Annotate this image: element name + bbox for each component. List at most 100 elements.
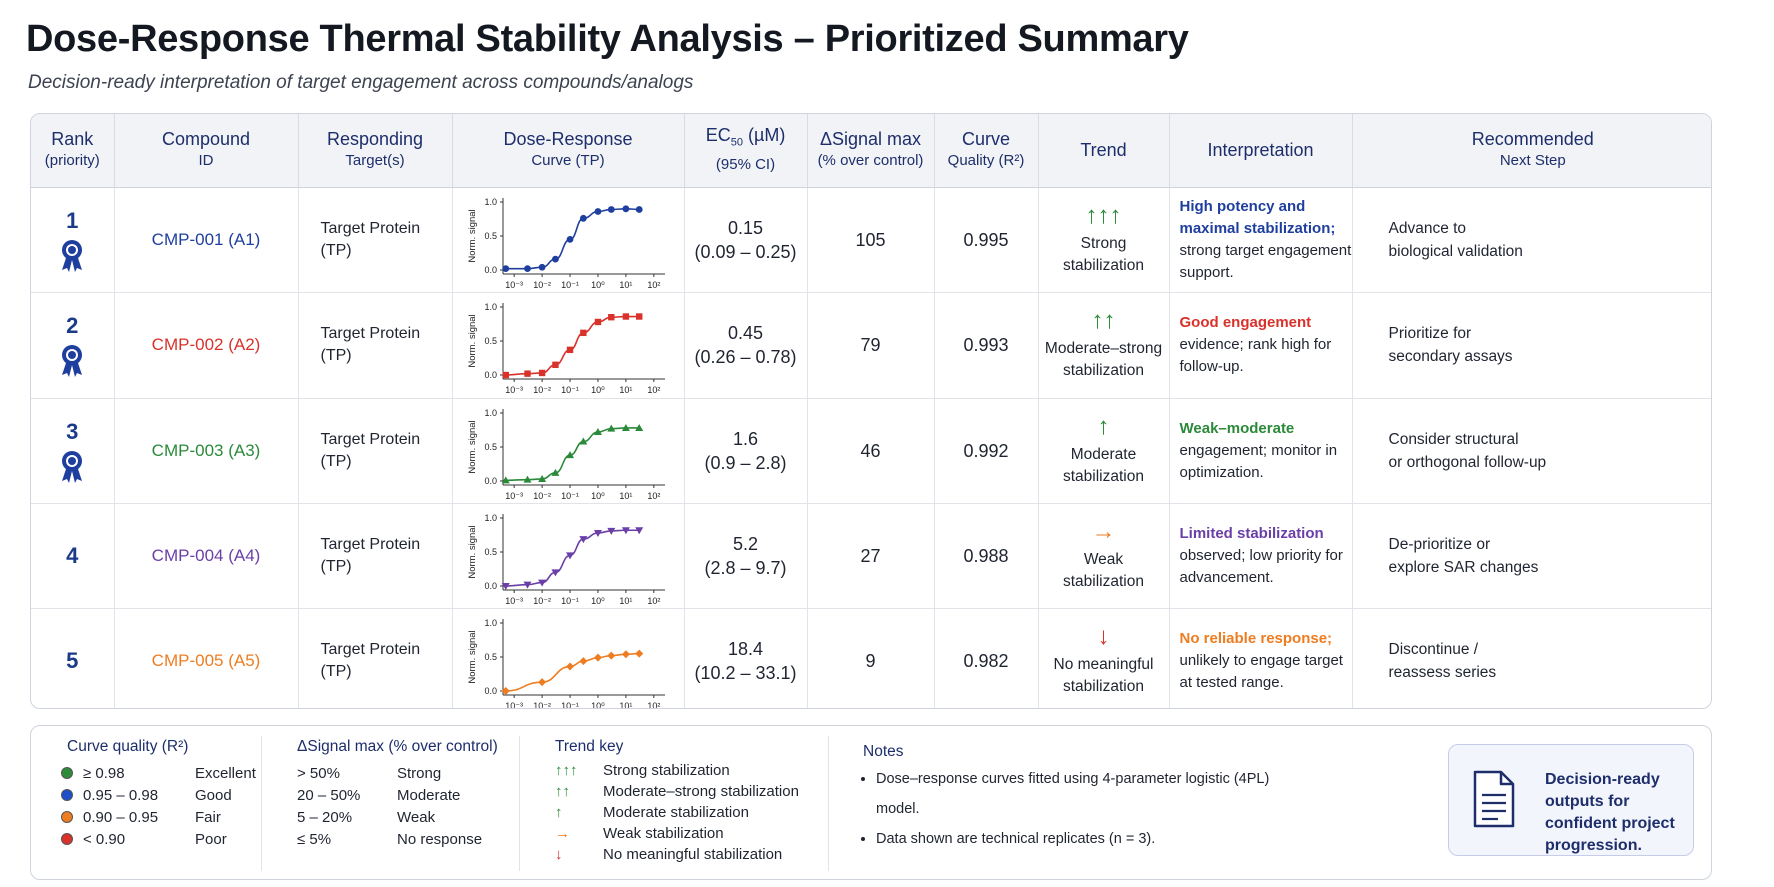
award-ribbon-icon [62, 450, 83, 483]
note-item: Dose–response curves fitted using 4-para… [876, 764, 1316, 824]
x-tick-label: 10² [647, 491, 660, 501]
data-point [537, 474, 546, 482]
next-step-cell: Discontinue / reassess series [1352, 608, 1711, 708]
data-point [635, 313, 642, 320]
rank-number: 3 [66, 418, 79, 444]
x-tick-label: 10⁻¹ [561, 491, 579, 501]
data-point [593, 529, 602, 537]
x-tick-label: 10⁰ [591, 491, 605, 501]
x-tick-label: 10⁻¹ [561, 385, 579, 395]
fit-curve [505, 315, 639, 376]
ec50-cell: 0.45 (0.26 – 0.78) [684, 292, 808, 399]
data-point [501, 475, 510, 483]
dose-response-curve: 0.0 0.5 1.0 Norm. signal 10⁻³ 10⁻² 10⁻¹ 10⁰ 10¹ 1… [452, 608, 685, 710]
page-title: Dose-Response Thermal Stability Analysis… [26, 18, 1189, 60]
data-point [606, 424, 615, 432]
x-tick-label: 10⁻² [533, 596, 551, 606]
y-axis-label: Norm. signal [467, 630, 478, 683]
data-point [621, 423, 630, 431]
quality-dot-icon [61, 833, 73, 845]
data-point [621, 526, 630, 534]
table-header-row: Rank (priority) Compound ID Responding Targ… [31, 114, 1711, 188]
notes-title: Notes [863, 743, 904, 760]
rank-cell: 1 [31, 187, 115, 293]
dose-response-chart: 0.0 0.5 1.0 Norm. signal 10⁻³ 10⁻² 10⁻¹ 10⁰ 10¹ 1… [467, 618, 665, 710]
r2-value: 0.988 [934, 503, 1039, 609]
data-point [622, 313, 629, 320]
data-point [606, 527, 615, 535]
data-point [522, 475, 531, 483]
interpretation-cell: Weak–moderate engagement; monitor in opt… [1169, 398, 1353, 504]
legend-signal-title: ΔSignal max (% over control) [297, 738, 498, 755]
data-point [606, 651, 615, 660]
x-tick-label: 10¹ [619, 701, 632, 710]
trend-arrow-icon: ↑↑↑ [555, 762, 578, 779]
ec50-ci: (10.2 – 33.1) [694, 662, 797, 683]
data-point [537, 677, 546, 686]
x-tick-label: 10² [647, 701, 660, 710]
ec50-value: 1.6 [732, 428, 759, 449]
data-point [565, 662, 574, 671]
award-ribbon-icon [62, 345, 83, 377]
fit-curve [505, 207, 639, 269]
signal-max-value: 46 [807, 398, 935, 504]
target-cell: Target Protein (TP) [298, 608, 453, 708]
data-point [551, 361, 559, 368]
data-point [593, 653, 602, 662]
x-tick-label: 10⁻¹ [561, 596, 579, 606]
rank-cell: 5 [31, 608, 115, 708]
quality-legend-item: 0.90 – 0.95 Fair [61, 809, 261, 826]
quality-dot-icon [61, 811, 73, 823]
fit-curve [505, 652, 639, 692]
table-row: 3 CMP-003 (A3) Target Protein (TP) 0.0 0.5 1.0… [31, 398, 1711, 504]
quality-dot-icon [61, 789, 73, 801]
ec50-ci: (0.26 – 0.78) [694, 347, 797, 367]
x-tick-label: 10¹ [619, 491, 632, 501]
data-point [522, 581, 531, 589]
dose-response-curve: 0.0 0.5 1.0 Norm. signal 10⁻³ 10⁻² 10⁻¹ 10⁰ 10¹ 1… [452, 398, 685, 504]
target-cell: Target Protein (TP) [298, 398, 453, 504]
award-ribbon-icon [62, 239, 83, 272]
x-tick-label: 10² [647, 596, 660, 606]
r2-value: 0.992 [934, 398, 1039, 504]
data-point [566, 235, 573, 243]
data-point [634, 423, 643, 431]
r2-value: 0.995 [934, 187, 1039, 293]
y-tick-label: 0.0 [484, 686, 497, 696]
y-tick-label: 1.0 [484, 618, 497, 628]
x-tick-label: 10⁰ [591, 701, 605, 710]
interpretation-cell: High potency and maximal stabilization; … [1169, 187, 1353, 293]
data-point [634, 526, 643, 534]
header-curve: Dose-Response Curve (TP) [452, 114, 685, 188]
y-tick-label: 0.5 [484, 652, 497, 662]
y-tick-label: 0.5 [484, 231, 497, 241]
page-subtitle: Decision-ready interpretation of target … [28, 72, 694, 93]
y-axis-label: Norm. signal [467, 525, 478, 578]
x-tick-label: 10⁻³ [505, 385, 523, 395]
x-tick-label: 10⁻² [533, 701, 551, 710]
compound-id: CMP-002 (A2) [114, 292, 299, 399]
next-step-cell: Prioritize for secondary assays [1352, 292, 1711, 399]
x-tick-label: 10⁰ [591, 280, 605, 290]
ec50-ci: (0.09 – 0.25) [694, 241, 797, 262]
data-point [635, 205, 643, 213]
ec50-value: 18.4 [727, 638, 764, 659]
ec50-value: 0.15 [727, 217, 764, 238]
data-point [565, 450, 574, 458]
x-tick-label: 10² [647, 385, 660, 395]
header-quality: Curve Quality (R²) [934, 114, 1039, 188]
target-cell: Target Protein (TP) [298, 503, 453, 609]
y-tick-label: 1.0 [484, 197, 497, 207]
dose-response-curve: 0.0 0.5 1.0 Norm. signal 10⁻³ 10⁻² 10⁻¹ 10⁰ 10¹ 1… [452, 292, 685, 399]
trend-cell: → Weak stabilization [1038, 503, 1170, 609]
x-tick-label: 10⁰ [591, 596, 605, 606]
y-axis-label: Norm. signal [467, 420, 478, 473]
interpretation-cell: No reliable response; unlikely to engage… [1169, 608, 1353, 708]
x-tick-label: 10⁻² [533, 385, 551, 395]
y-tick-label: 0.0 [484, 265, 497, 275]
header-compound: Compound ID [114, 114, 299, 188]
x-tick-label: 10⁻² [533, 491, 551, 501]
trend-arrow-icon: → [1091, 517, 1116, 545]
legend-trend-key: Trend key ↑↑↑ Strong stabilization ↑↑ Moder… [555, 738, 799, 863]
data-point [538, 369, 545, 377]
